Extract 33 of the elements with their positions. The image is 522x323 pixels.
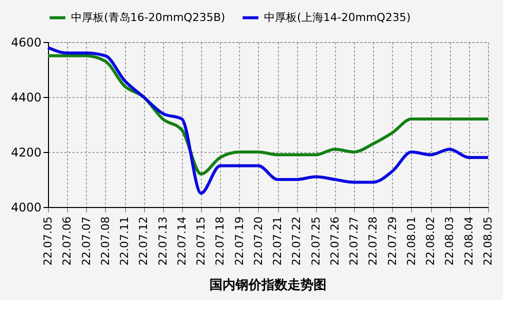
x-tick-label: 22.07.15: [194, 216, 208, 266]
x-tick-label: 22.07.22: [290, 216, 304, 266]
y-tick-label: 4400: [10, 90, 42, 104]
x-tick-label: 22.07.07: [80, 216, 93, 266]
legend-label: 中厚板(上海14-20mmQ235): [264, 10, 411, 24]
x-tick-label: 22.07.21: [271, 216, 284, 266]
x-tick-label: 22.07.13: [156, 216, 170, 266]
x-tick-label: 22.07.25: [309, 216, 322, 266]
x-tick-label: 22.08.05: [482, 216, 494, 266]
x-tick-label: 22.07.26: [328, 216, 342, 266]
x-tick-label: 22.07.18: [214, 216, 227, 266]
x-tick-label: 22.08.03: [443, 216, 456, 266]
x-tick-label: 22.07.08: [98, 216, 112, 266]
x-tick-label: 22.07.14: [175, 216, 188, 266]
text: 国内钢价指数走势图: [210, 276, 326, 293]
x-tick-label: 22.07.12: [137, 216, 150, 266]
line-series: [46, 46, 490, 195]
y-tick-label: 4200: [10, 146, 42, 160]
x-tick-label: 22.07.19: [232, 216, 246, 266]
x-tick-label: 22.07.28: [366, 216, 380, 266]
x-tick-label: 22.07.29: [386, 216, 399, 266]
x-tick-label: 22.07.05: [42, 216, 54, 266]
x-tick-label: 22.07.27: [348, 216, 361, 266]
legend-label: 中厚板(青岛16-20mmQ235B): [71, 10, 226, 24]
line-series: [46, 54, 490, 176]
x-tick-label: 22.07.11: [118, 216, 132, 266]
x-tick-label: 22.08.01: [404, 216, 418, 266]
x-tick-label: 22.08.02: [424, 216, 438, 266]
y-tick-label: 4000: [10, 200, 42, 214]
x-tick-label: 22.07.06: [60, 216, 74, 266]
y-tick-label: 4600: [10, 36, 42, 50]
x-tick-label: 22.07.20: [252, 216, 265, 266]
x-tick-label: 22.08.04: [462, 216, 476, 266]
